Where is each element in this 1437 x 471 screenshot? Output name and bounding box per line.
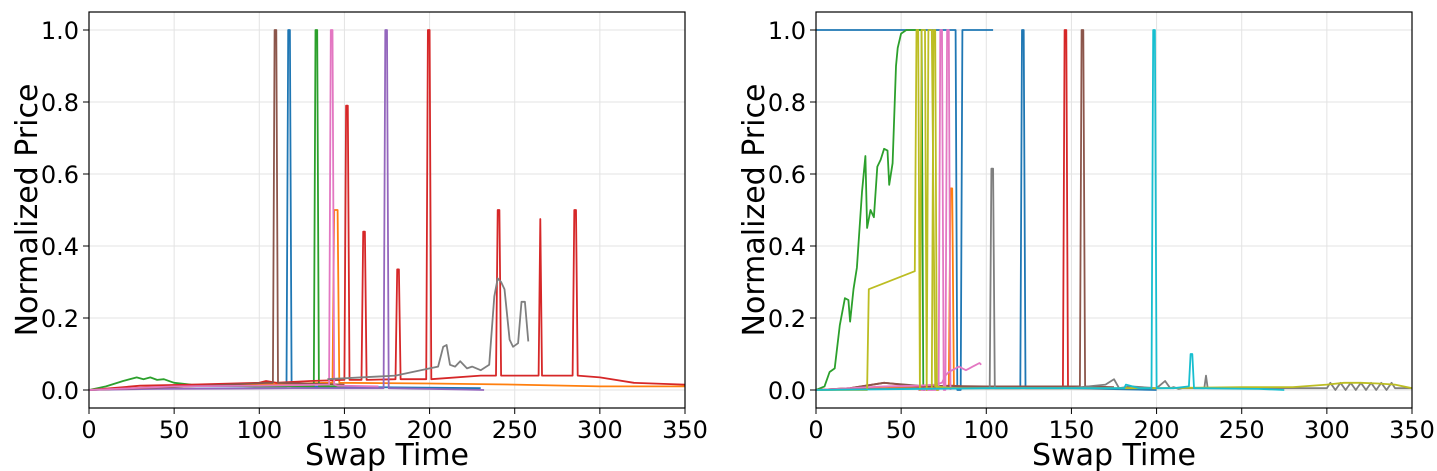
x-tick-label: 0 (808, 416, 823, 444)
series-line-1 (816, 29, 994, 391)
series-line-7 (816, 362, 982, 391)
y-tick-label: 0.2 (41, 305, 79, 333)
x-tick-label: 50 (159, 416, 190, 444)
axes-frame (815, 11, 1413, 409)
chart-panel-1: 0 50 100 150 200 250 300 350 0.0 0.2 0.4 0.6 0.8 1.0 S… (10, 11, 708, 471)
y-tick-label: 0.4 (41, 233, 79, 261)
series-line-4 (816, 29, 925, 391)
x-tick-label: 250 (492, 416, 538, 444)
x-tick-label: 50 (886, 416, 917, 444)
series-line-8 (918, 29, 952, 391)
x-tick-label: 0 (81, 416, 96, 444)
x-tick-label: 350 (1389, 416, 1435, 444)
x-tick-label: 100 (236, 416, 282, 444)
x-tick-label: 100 (963, 416, 1009, 444)
x-tick-label: 200 (407, 416, 453, 444)
series-line-12 (816, 29, 1285, 391)
series-group (89, 29, 685, 391)
series-line-6 (89, 29, 345, 391)
y-tick-label: 0.2 (768, 305, 806, 333)
series-line-7 (89, 29, 379, 391)
x-tick-label: 350 (662, 416, 708, 444)
y-tick-label: 0.6 (768, 161, 806, 189)
y-axis-label: Normalized Price (10, 84, 45, 337)
y-tick-label: 0.6 (41, 161, 79, 189)
series-group (816, 29, 1412, 391)
x-tick-label: 150 (322, 416, 368, 444)
y-tick-label: 0.0 (768, 377, 806, 405)
series-line-3 (89, 29, 345, 391)
series-line-8 (327, 277, 530, 381)
x-tick-label: 200 (1134, 416, 1180, 444)
series-line-9 (816, 167, 1412, 391)
y-tick-label: 0.8 (41, 89, 79, 117)
x-tick-label: 250 (1219, 416, 1265, 444)
x-tick-label: 150 (1049, 416, 1095, 444)
y-tick-label: 0.0 (41, 377, 79, 405)
series-line-5 (89, 29, 485, 391)
y-tick-label: 0.8 (768, 89, 806, 117)
x-tick-label: 300 (577, 416, 623, 444)
y-tick-label: 1.0 (768, 17, 806, 45)
y-tick-label: 1.0 (41, 17, 79, 45)
series-line-4 (89, 29, 685, 391)
y-axis-label: Normalized Price (737, 84, 772, 337)
x-tick-label: 300 (1304, 416, 1350, 444)
chart-panel-2: 0 50 100 150 200 250 300 350 0.0 0.2 0.4 0.6 0.8 1.0 S… (737, 11, 1435, 471)
series-line-11 (930, 29, 939, 391)
series-line-1 (89, 29, 481, 391)
y-tick-label: 0.4 (768, 233, 806, 261)
x-axis-label: Swap Time (305, 438, 469, 471)
series-line-2 (89, 209, 685, 391)
series-line-10 (816, 29, 1412, 391)
axes-frame (88, 11, 686, 409)
x-axis-label: Swap Time (1032, 438, 1196, 471)
